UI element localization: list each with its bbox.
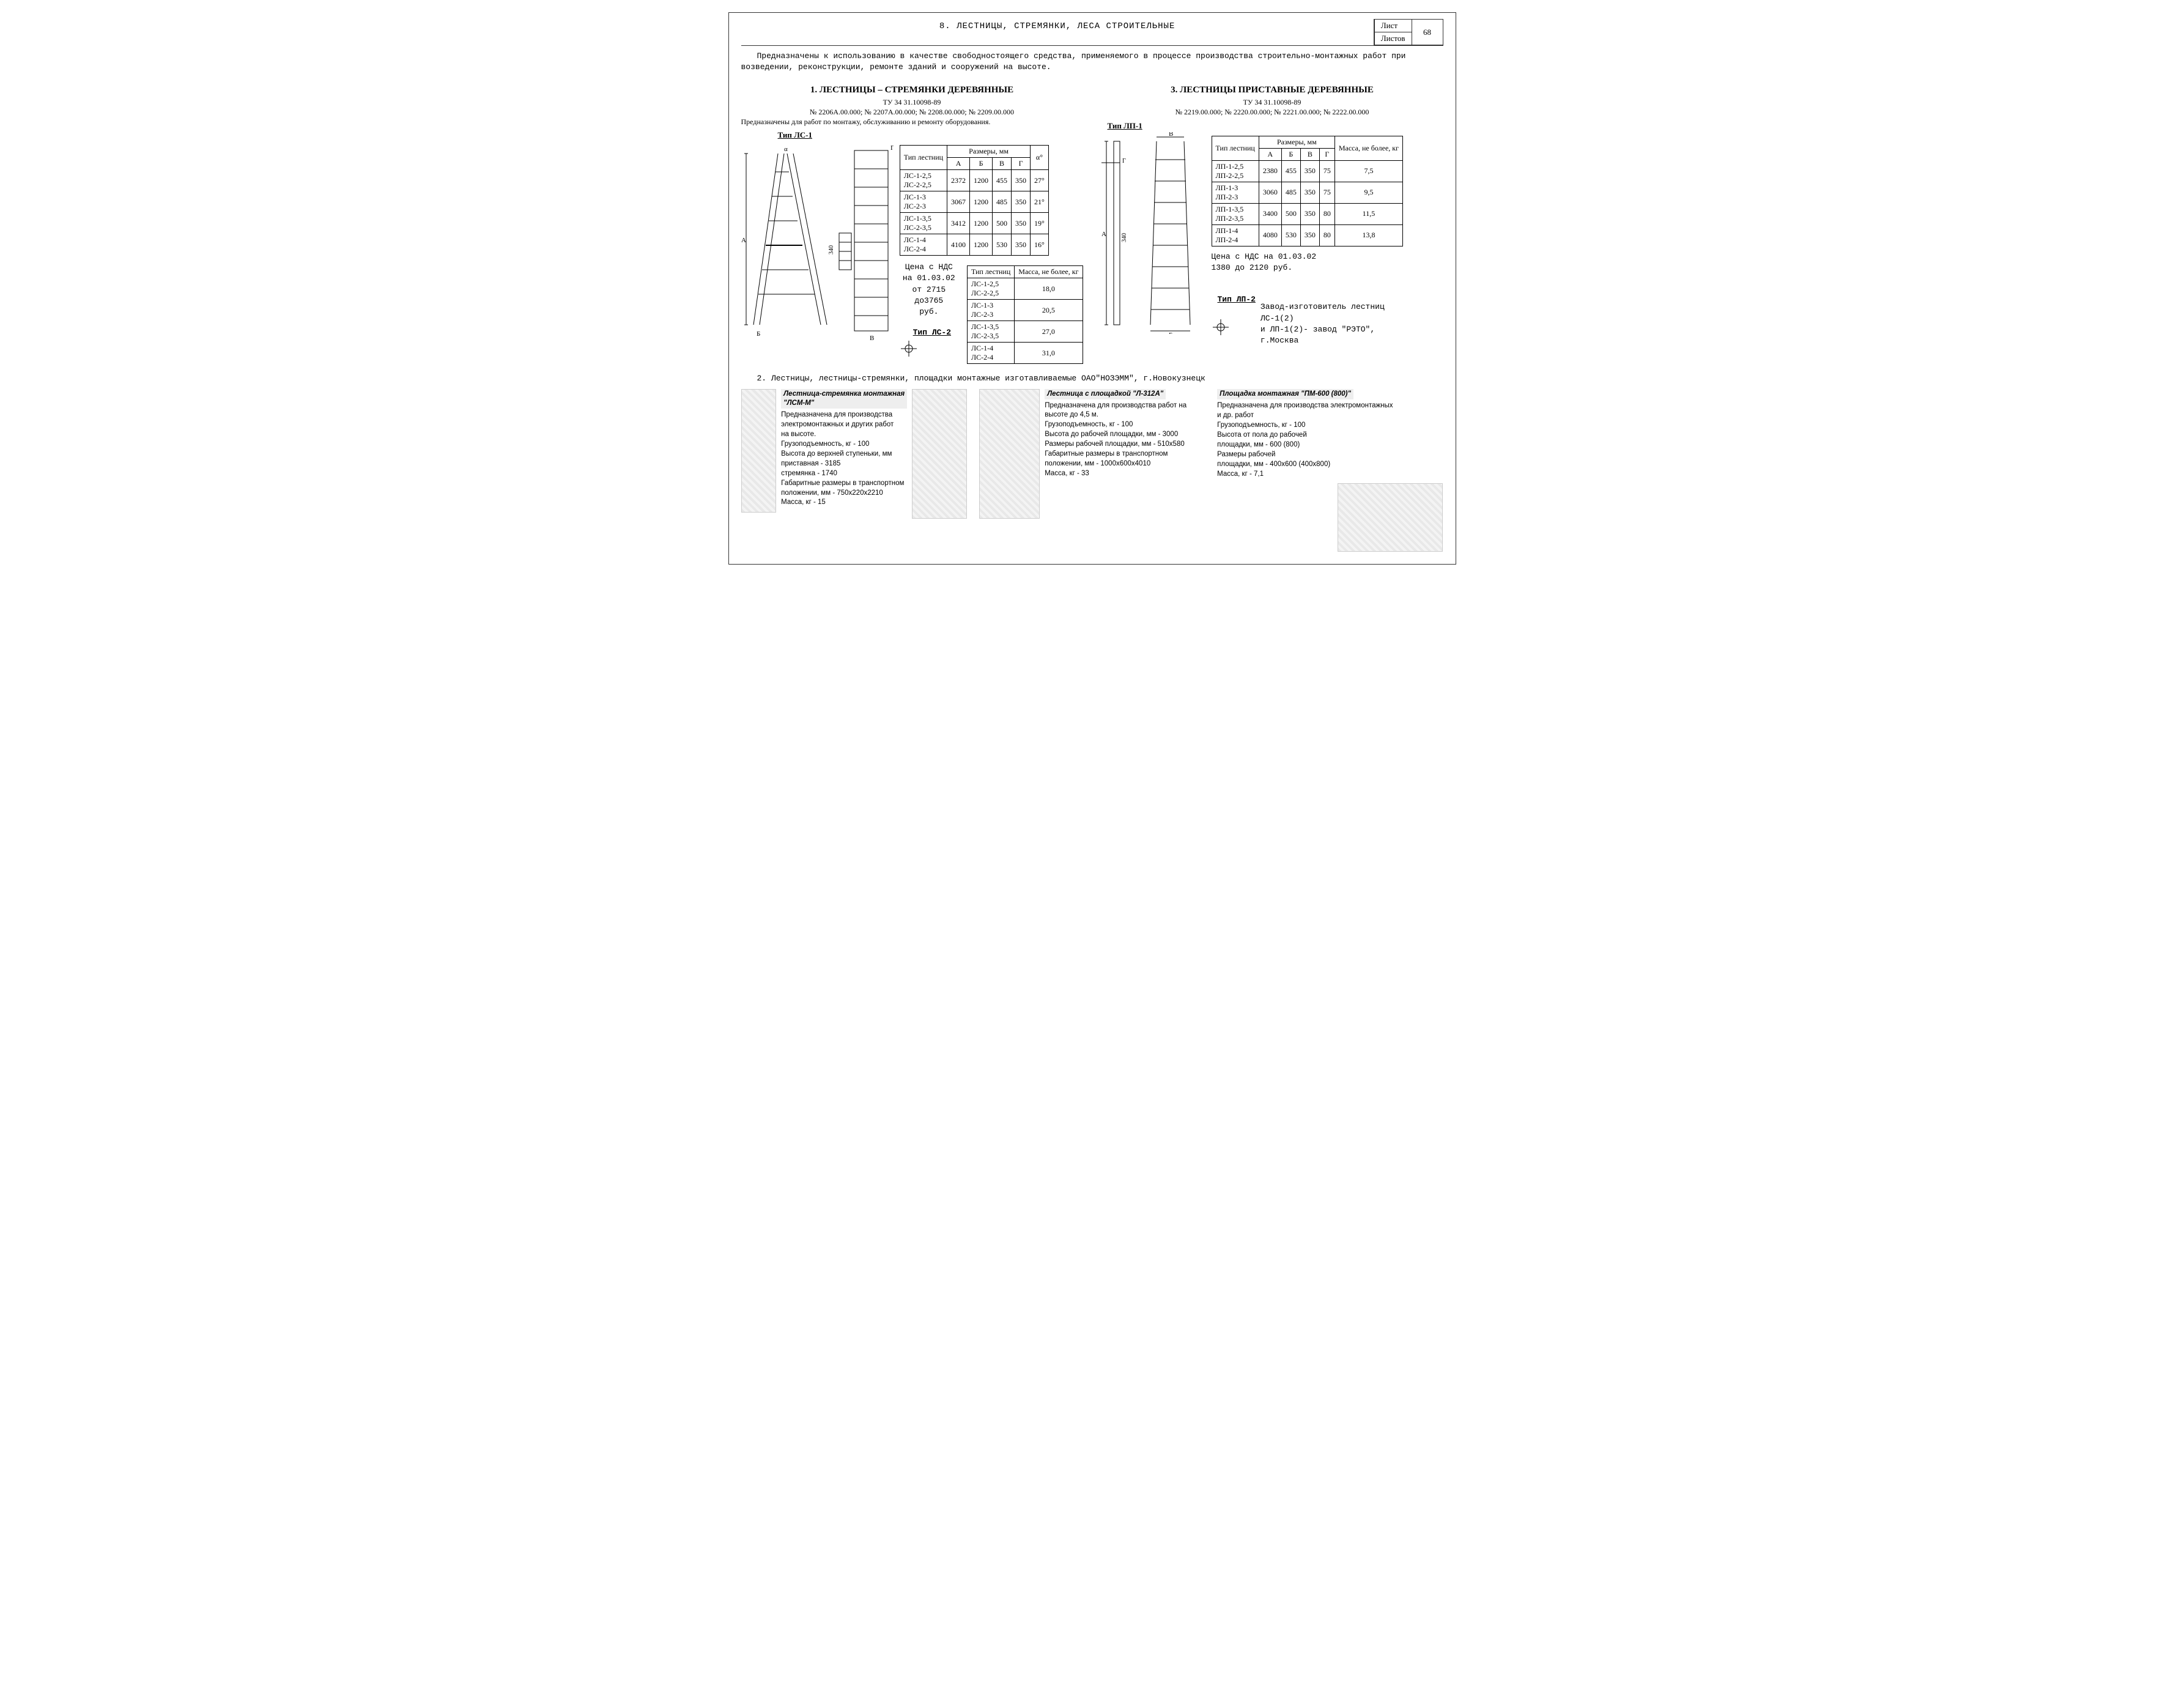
spec-line: Высота от пола до рабочей: [1217, 431, 1393, 440]
table-row: ЛС-1-3,5 ЛС-2-3,527,0: [967, 321, 1083, 343]
spec-line: площадки, мм - 400х600 (400х800): [1217, 460, 1393, 469]
spec-line: Предназначена для производства работ на …: [1045, 401, 1205, 420]
pm600-photo: [1338, 483, 1443, 552]
products-row: Лестница-стремянка монтажная "ЛСМ-М" Пре…: [741, 389, 1443, 551]
sec1-type2: Тип ЛС-2: [913, 327, 951, 338]
spec-line: Предназначена для производства электромо…: [1217, 401, 1393, 410]
svg-text:Б: Б: [1169, 332, 1172, 334]
table-row: ЛС-1-2,5 ЛС-2-2,52372120045535027°: [900, 170, 1048, 191]
sec3-type1: Тип ЛП-1: [1108, 121, 1142, 131]
table-row: ЛС-1-4 ЛС-2-44100120053035016°: [900, 234, 1048, 256]
table-row: ЛС-1-3 ЛС-2-33067120048535021°: [900, 191, 1048, 213]
table-row: ЛП-1-2,5 ЛП-2-2,52380455350757,5: [1212, 160, 1403, 182]
spec-line: положении, мм - 750х220х2210: [781, 489, 907, 498]
table-row: ЛП-1-3 ЛП-2-33060485350759,5: [1212, 182, 1403, 203]
sec3-table: Тип лестниц Размеры, мм Масса, не более,…: [1212, 136, 1404, 246]
sec3-maker: Тип ЛП-2 Завод-изготовитель лестниц ЛС-1…: [1212, 280, 1404, 346]
product-pm600: Площадка монтажная "ПМ-600 (800)" Предна…: [1217, 389, 1443, 551]
spec-line: приставная - 3185: [781, 459, 907, 469]
section-1: 1. ЛЕСТНИЦЫ – СТРЕМЯНКИ ДЕРЕВЯННЫЕ ТУ 34…: [741, 81, 1083, 368]
spec-line: Масса, кг - 7,1: [1217, 470, 1393, 479]
sec1-tu: ТУ 34 31.10098-89: [741, 98, 1083, 108]
product-l312: Лестница с площадкой "Л-312А" Предназнач…: [979, 389, 1205, 519]
spec-line: Масса, кг - 15: [781, 498, 907, 507]
svg-text:α: α: [784, 146, 788, 153]
spec-line: на высоте.: [781, 430, 907, 439]
projection-icon: [1212, 318, 1230, 336]
table-row: ЛС-1-4 ЛС-2-431,0: [967, 343, 1083, 364]
header: 8. ЛЕСТНИЦЫ, СТРЕМЯНКИ, ЛЕСА СТРОИТЕЛЬНЫ…: [741, 19, 1443, 46]
sec3-nums: № 2219.00.000; № 2220.00.000; № 2221.00.…: [1101, 108, 1443, 117]
spec-line: Грузоподъемность, кг - 100: [1217, 421, 1393, 430]
lp-drawing: А В Б Г 340: [1101, 132, 1205, 334]
section-3: 3. ЛЕСТНИЦЫ ПРИСТАВНЫЕ ДЕРЕВЯННЫЕ ТУ 34 …: [1101, 81, 1443, 368]
sec1-dim-table: Тип лестниц Размеры, мм α° А Б В Г ЛС-1-…: [900, 145, 1049, 256]
spec-line: Грузоподъемность, кг - 100: [781, 440, 907, 449]
lsm-photo: [741, 389, 777, 513]
table-row: ЛП-1-3,5 ЛП-2-3,534005003508011,5: [1212, 203, 1403, 224]
sec3-type2: Тип ЛП-2: [1218, 294, 1256, 305]
svg-text:Г: Г: [890, 144, 894, 152]
sheets-label: Листов: [1374, 32, 1412, 45]
top-columns: 1. ЛЕСТНИЦЫ – СТРЕМЯНКИ ДЕРЕВЯННЫЕ ТУ 34…: [741, 81, 1443, 368]
sec3-right: Тип лестниц Размеры, мм Масса, не более,…: [1212, 132, 1404, 347]
spec-line: и др. работ: [1217, 411, 1393, 420]
intro-text: Предназначены к использованию в качестве…: [741, 51, 1443, 73]
ls-drawing: А α Б В Г 340: [741, 141, 894, 343]
spec-line: площадки, мм - 600 (800): [1217, 440, 1393, 450]
svg-text:Б: Б: [757, 330, 760, 338]
doc-title: 8. ЛЕСТНИЦЫ, СТРЕМЯНКИ, ЛЕСА СТРОИТЕЛЬНЫ…: [741, 19, 1374, 31]
table-row: ЛП-1-4 ЛП-2-440805303508013,8: [1212, 224, 1403, 246]
sec3-price: Цена с НДС на 01.03.02 1380 до 2120 руб.: [1212, 251, 1404, 273]
svg-text:340: 340: [828, 245, 835, 254]
projection-icon: [900, 339, 918, 358]
sec3-title: 3. ЛЕСТНИЦЫ ПРИСТАВНЫЕ ДЕРЕВЯННЫЕ: [1101, 85, 1443, 95]
spec-line: Размеры рабочей: [1217, 450, 1393, 459]
spec-line: Предназначена для производства: [781, 410, 907, 420]
spec-line: Высота до верхней ступеньки, мм: [781, 450, 907, 459]
svg-text:340: 340: [1121, 233, 1128, 242]
spec-line: Габаритные размеры в транспортном: [1045, 450, 1205, 459]
svg-text:Г: Г: [1122, 158, 1126, 165]
svg-text:В: В: [870, 335, 874, 342]
sec1-title: 1. ЛЕСТНИЦЫ – СТРЕМЯНКИ ДЕРЕВЯННЫЕ: [741, 85, 1083, 95]
pm600-title: Площадка монтажная "ПМ-600 (800)": [1217, 389, 1353, 399]
sheet-label: Лист: [1374, 20, 1412, 32]
l312-photo: [979, 389, 1040, 519]
product-lsm: Лестница-стремянка монтажная "ЛСМ-М" Пре…: [741, 389, 967, 519]
note-2: 2. Лестницы, лестницы-стремянки, площадк…: [741, 374, 1443, 383]
table-row: ЛС-1-2,5 ЛС-2-2,518,0: [967, 278, 1083, 300]
table-row: ЛС-1-3,5 ЛС-2-3,53412120050035019°: [900, 213, 1048, 234]
sec1-tables: Тип лестниц Размеры, мм α° А Б В Г ЛС-1-…: [900, 141, 1083, 368]
lsm-title: Лестница-стремянка монтажная "ЛСМ-М": [781, 389, 907, 409]
page-no: 68: [1412, 20, 1443, 45]
sec1-price: Цена с НДС на 01.03.02 от 2715 до3765 ру…: [900, 262, 958, 358]
sec1-type1: Тип ЛС-1: [778, 130, 812, 140]
spec-line: Размеры рабочей площадки, мм - 510х580: [1045, 440, 1205, 449]
spec-line: Грузоподъемность, кг - 100: [1045, 420, 1205, 429]
svg-text:А: А: [1101, 231, 1106, 238]
spec-line: Габаритные размеры в транспортном: [781, 479, 907, 488]
l312-title: Лестница с площадкой "Л-312А": [1045, 389, 1166, 399]
spec-line: Высота до рабочей площадки, мм - 3000: [1045, 430, 1205, 439]
sec1-purpose: Предназначены для работ по монтажу, обсл…: [741, 117, 1083, 127]
spec-line: положении, мм - 1000х600х4010: [1045, 459, 1205, 469]
svg-text:В: В: [1169, 132, 1173, 138]
lsm-photo-2: [912, 389, 966, 519]
sec1-nums: № 2206А.00.000; № 2207А.00.000; № 2208.0…: [741, 108, 1083, 117]
table-row: ЛС-1-3 ЛС-2-320,5: [967, 300, 1083, 321]
page: 8. ЛЕСТНИЦЫ, СТРЕМЯНКИ, ЛЕСА СТРОИТЕЛЬНЫ…: [728, 12, 1456, 565]
spec-line: стремянка - 1740: [781, 469, 907, 478]
svg-text:А: А: [741, 237, 746, 244]
sec3-tu: ТУ 34 31.10098-89: [1101, 98, 1443, 108]
spec-line: электромонтажных и других работ: [781, 420, 907, 429]
sec1-mass-table: Тип лестниц Масса, не более, кг ЛС-1-2,5…: [967, 265, 1083, 364]
sheet-box: Лист 68 Листов: [1374, 19, 1443, 45]
spec-line: Масса, кг - 33: [1045, 469, 1205, 478]
